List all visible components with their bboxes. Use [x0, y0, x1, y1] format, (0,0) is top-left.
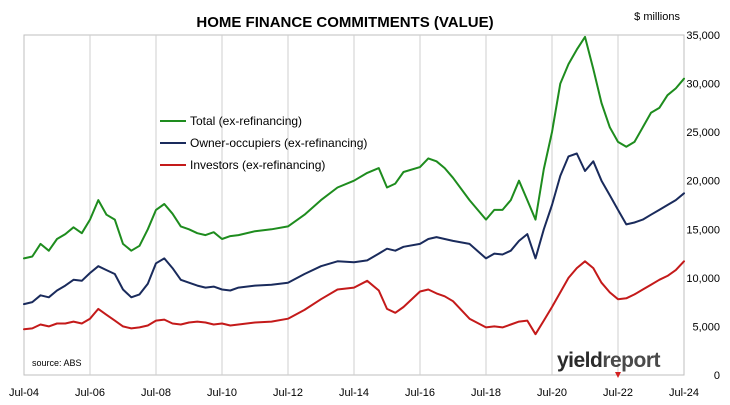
legend: Total (ex-refinancing) Owner-occupiers (e… — [160, 114, 367, 172]
legend-label: Total (ex-refinancing) — [190, 114, 302, 128]
y-axis-unit-label: $ millions — [634, 11, 680, 23]
y-tick-label: 0 — [714, 370, 720, 382]
x-tick-label: Jul-14 — [339, 387, 369, 399]
x-tick-label: Jul-06 — [75, 387, 105, 399]
y-tick-label: 5,000 — [692, 321, 720, 333]
logo-text-report: report — [602, 349, 660, 372]
legend-label: Owner-occupiers (ex-refinancing) — [190, 136, 367, 150]
x-tick-label: Jul-10 — [207, 387, 237, 399]
y-axis-ticks: 0 5,000 10,000 15,000 20,000 25,000 30,000 35,0… — [686, 30, 720, 382]
logo-text-yield: yield — [557, 349, 602, 372]
x-tick-label: Jul-24 — [669, 387, 699, 399]
x-tick-label: Jul-22 — [603, 387, 633, 399]
yieldreport-logo: yieldreport — [557, 349, 661, 378]
series-line-3 — [23, 260, 685, 336]
series-line-1 — [23, 35, 685, 260]
y-tick-label: 25,000 — [686, 127, 720, 139]
x-tick-label: Jul-16 — [405, 387, 435, 399]
y-tick-label: 10,000 — [686, 273, 720, 285]
series-lines — [23, 35, 685, 336]
y-tick-label: 30,000 — [686, 79, 720, 91]
y-tick-label: 35,000 — [686, 30, 720, 42]
x-tick-label: Jul-04 — [9, 387, 39, 399]
source-note: source: ABS — [32, 358, 82, 368]
chart-title: HOME FINANCE COMMITMENTS (VALUE) — [196, 14, 493, 31]
x-tick-label: Jul-12 — [273, 387, 303, 399]
svg-text:yieldreport: yieldreport — [557, 349, 661, 372]
y-tick-label: 15,000 — [686, 224, 720, 236]
y-tick-label: 20,000 — [686, 176, 720, 188]
x-axis-ticks: Jul-04 Jul-06 Jul-08 Jul-10 Jul-12 Jul-14 Jul-… — [9, 387, 699, 399]
x-tick-label: Jul-20 — [537, 387, 567, 399]
x-tick-label: Jul-08 — [141, 387, 171, 399]
logo-marker-icon — [615, 372, 621, 378]
legend-label: Investors (ex-refinancing) — [190, 158, 325, 172]
series-line-2 — [23, 152, 685, 306]
x-tick-label: Jul-18 — [471, 387, 501, 399]
